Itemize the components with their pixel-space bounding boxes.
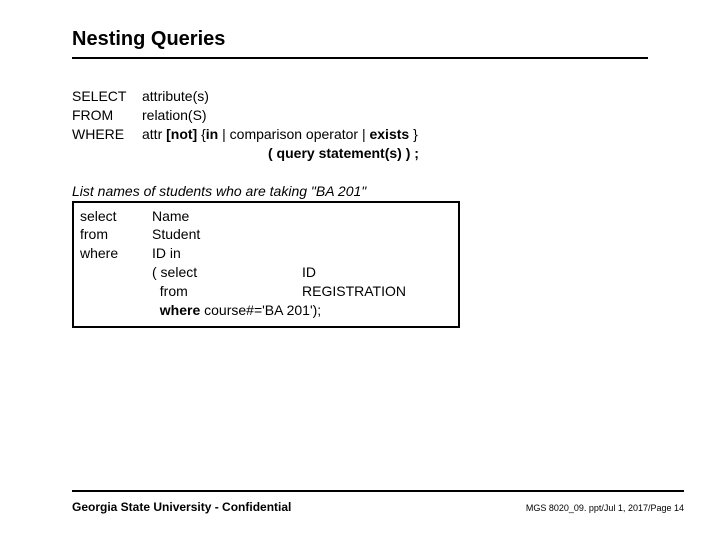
select-value: attribute(s)	[142, 87, 209, 106]
slide-title: Nesting Queries	[72, 28, 648, 51]
syntax-block: SELECT attribute(s) FROM relation(S) WHE…	[72, 87, 648, 163]
ex-select-kw: select	[80, 207, 152, 226]
sub-select-kw: ( select	[152, 263, 302, 282]
ex-where-kw: where	[80, 244, 152, 263]
from-keyword: FROM	[72, 106, 142, 125]
footer-right: MGS 8020_09. ppt/Jul 1, 2017/Page 14	[526, 503, 684, 513]
where-value: attr [not] {in | comparison operator | e…	[142, 125, 418, 144]
ex-where-val: ID in	[152, 244, 181, 263]
sub-select-val: ID	[302, 263, 316, 282]
ex-from-val: Student	[152, 225, 200, 244]
where-keyword: WHERE	[72, 125, 142, 144]
sub-where: where course#='BA 201');	[152, 301, 321, 320]
select-keyword: SELECT	[72, 87, 142, 106]
ex-select-val: Name	[152, 207, 189, 226]
from-value: relation(S)	[142, 106, 207, 125]
footer-rule	[72, 490, 684, 492]
ex-from-kw: from	[80, 225, 152, 244]
footer-left: Georgia State University - Confidential	[72, 500, 291, 514]
sub-from-kw: from	[152, 282, 302, 301]
sub-from-val: REGISTRATION	[302, 282, 406, 301]
title-rule	[72, 57, 648, 59]
example-intro: List names of students who are taking "B…	[72, 183, 648, 199]
example-box: select Name from Student where ID in ( s…	[72, 201, 460, 328]
query-statement: ( query statement(s) ) ;	[268, 145, 419, 161]
footer: Georgia State University - Confidential …	[72, 490, 684, 514]
